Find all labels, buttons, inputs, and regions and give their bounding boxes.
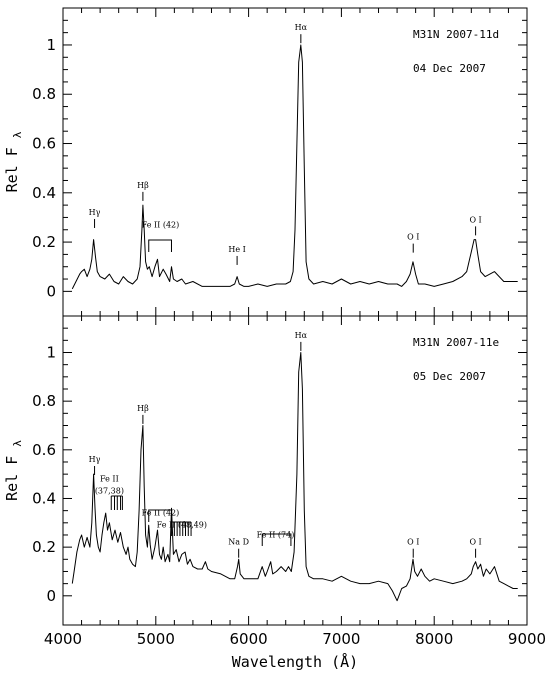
x-tick-label: 9000 <box>508 630 546 648</box>
panel-bottom: 0 0.2 0.4 0.6 0.8 1 Rel F λ M31N 2007-11e 05 Dec… <box>3 315 528 626</box>
line-label: Hα <box>295 331 308 340</box>
line-label: Fe II (42) <box>142 220 180 229</box>
line-label: O I <box>407 233 419 242</box>
y-tick-label: 1 <box>46 343 56 361</box>
y-axis-title: Rel F λ <box>3 131 24 192</box>
line-label: Hγ <box>89 455 101 464</box>
line-label: O I <box>469 215 481 224</box>
y-tick-label: 0 <box>46 587 56 605</box>
line-label: O I <box>469 538 481 547</box>
plot-frame <box>62 315 528 626</box>
line-label: Fe II (74) <box>257 530 295 539</box>
line-label: Hα <box>295 23 308 32</box>
spectrum-line <box>71 44 518 290</box>
line-label: Fe II <box>100 474 119 483</box>
y-tick-label: 0.6 <box>32 441 56 459</box>
x-axis-title: Wavelength (Å) <box>232 652 358 671</box>
y-axis-title: Rel F λ <box>3 440 24 501</box>
fe2-74-bracket <box>261 533 292 546</box>
spectrum-line <box>71 352 518 602</box>
line-label: O I <box>407 538 419 547</box>
line-label: (37,38) <box>95 487 124 496</box>
y-tick-label: 0.8 <box>32 392 56 410</box>
line-label: Fe II (42) <box>142 509 180 518</box>
y-axis-title-subscript: λ <box>11 131 24 138</box>
y-tick-label: 0.8 <box>32 85 56 103</box>
y-axis-title-main: Rel F <box>3 447 21 501</box>
line-label: Hβ <box>137 404 149 413</box>
observation-date: 05 Dec 2007 <box>413 370 486 383</box>
line-label: Fe II (48,49) <box>157 521 207 530</box>
y-tick-label: 1 <box>46 36 56 54</box>
y-tick-label: 0.4 <box>32 184 56 202</box>
line-label: He I <box>228 245 245 254</box>
x-tick-label: 4000 <box>44 630 82 648</box>
line-label: Na D <box>228 538 249 547</box>
line-label: Hγ <box>89 208 101 217</box>
y-tick-label: 0.6 <box>32 135 56 153</box>
x-tick-label: 7000 <box>322 630 360 648</box>
y-axis-title-main: Rel F <box>3 138 21 192</box>
y-tick-label: 0.4 <box>32 489 56 507</box>
x-tick-label: 5000 <box>137 630 175 648</box>
observation-date: 04 Dec 2007 <box>413 62 486 75</box>
fe2-42-bracket <box>148 509 172 522</box>
object-name: M31N 2007-11d <box>413 28 499 41</box>
y-tick-label: 0 <box>46 282 56 300</box>
object-name: M31N 2007-11e <box>413 336 499 349</box>
plot-frame <box>62 7 528 317</box>
line-label: Hβ <box>137 181 149 190</box>
y-tick-label: 0.2 <box>32 538 56 556</box>
y-tick-label: 0.2 <box>32 233 56 251</box>
panel-top: 0 0.2 0.4 0.6 0.8 1 Rel F λ M31N 2007-11d 04 Dec… <box>3 7 528 317</box>
fe2-42-bracket <box>148 239 172 252</box>
y-axis-title-subscript: λ <box>11 440 24 447</box>
x-tick-label: 6000 <box>230 630 268 648</box>
x-tick-label: 8000 <box>415 630 453 648</box>
